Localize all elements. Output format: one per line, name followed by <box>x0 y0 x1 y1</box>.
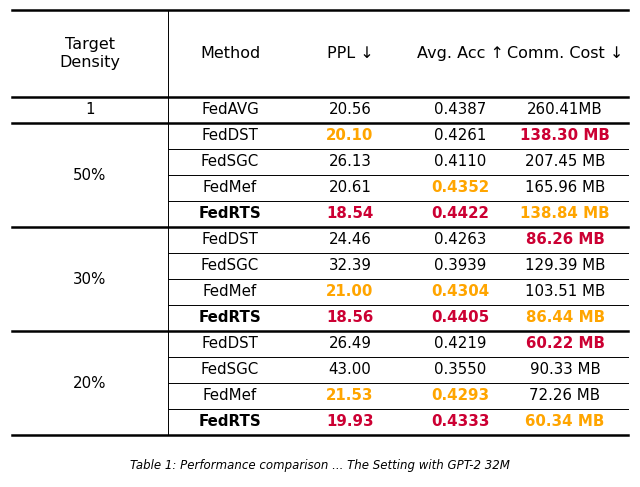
Text: 138.84 MB: 138.84 MB <box>520 206 610 222</box>
Text: 0.4219: 0.4219 <box>434 337 486 352</box>
Text: 103.51 MB: 103.51 MB <box>525 284 605 300</box>
Text: Table 1: Performance comparison ... The Setting with GPT-2 32M: Table 1: Performance comparison ... The … <box>130 458 510 471</box>
Text: 0.4263: 0.4263 <box>434 232 486 247</box>
Text: FedRTS: FedRTS <box>198 311 261 325</box>
Text: 86.44 MB: 86.44 MB <box>525 311 605 325</box>
Text: 72.26 MB: 72.26 MB <box>529 389 600 404</box>
Text: PPL ↓: PPL ↓ <box>326 46 373 61</box>
Text: Comm. Cost ↓: Comm. Cost ↓ <box>507 46 623 61</box>
Text: 0.3939: 0.3939 <box>434 259 486 274</box>
Text: 32.39: 32.39 <box>328 259 371 274</box>
Text: 0.4333: 0.4333 <box>431 414 489 430</box>
Text: FedMef: FedMef <box>203 284 257 300</box>
Text: FedDST: FedDST <box>202 232 259 247</box>
Text: 260.41MB: 260.41MB <box>527 102 603 117</box>
Text: 0.4405: 0.4405 <box>431 311 489 325</box>
Text: 138.30 MB: 138.30 MB <box>520 129 610 144</box>
Text: FedRTS: FedRTS <box>198 414 261 430</box>
Text: 0.4422: 0.4422 <box>431 206 489 222</box>
Text: 26.49: 26.49 <box>328 337 371 352</box>
Text: 1: 1 <box>85 102 95 117</box>
Text: 20.61: 20.61 <box>328 181 371 195</box>
Text: 0.4352: 0.4352 <box>431 181 489 195</box>
Text: FedAVG: FedAVG <box>201 102 259 117</box>
Text: FedSGC: FedSGC <box>201 362 259 377</box>
Text: 21.53: 21.53 <box>326 389 374 404</box>
Text: 24.46: 24.46 <box>328 232 371 247</box>
Text: 60.34 MB: 60.34 MB <box>525 414 605 430</box>
Text: FedMef: FedMef <box>203 389 257 404</box>
Text: Target
Density: Target Density <box>60 37 120 70</box>
Text: 19.93: 19.93 <box>326 414 374 430</box>
Text: 20%: 20% <box>73 375 107 391</box>
Text: 26.13: 26.13 <box>328 154 371 169</box>
Text: 165.96 MB: 165.96 MB <box>525 181 605 195</box>
Text: 0.4261: 0.4261 <box>434 129 486 144</box>
Text: 90.33 MB: 90.33 MB <box>529 362 600 377</box>
Text: FedDST: FedDST <box>202 129 259 144</box>
Text: 207.45 MB: 207.45 MB <box>525 154 605 169</box>
Text: 0.3550: 0.3550 <box>434 362 486 377</box>
Text: 0.4110: 0.4110 <box>434 154 486 169</box>
Text: FedRTS: FedRTS <box>198 206 261 222</box>
Text: 129.39 MB: 129.39 MB <box>525 259 605 274</box>
Text: Method: Method <box>200 46 260 61</box>
Text: 0.4304: 0.4304 <box>431 284 489 300</box>
Text: 60.22 MB: 60.22 MB <box>525 337 604 352</box>
Text: Avg. Acc ↑: Avg. Acc ↑ <box>417 46 504 61</box>
Text: 30%: 30% <box>74 271 107 286</box>
Text: 0.4387: 0.4387 <box>434 102 486 117</box>
Text: 21.00: 21.00 <box>326 284 374 300</box>
Text: 43.00: 43.00 <box>328 362 371 377</box>
Text: 86.26 MB: 86.26 MB <box>525 232 604 247</box>
Text: 50%: 50% <box>74 168 107 183</box>
Text: 18.56: 18.56 <box>326 311 374 325</box>
Text: 18.54: 18.54 <box>326 206 374 222</box>
Text: FedSGC: FedSGC <box>201 154 259 169</box>
Text: FedDST: FedDST <box>202 337 259 352</box>
Text: 0.4293: 0.4293 <box>431 389 489 404</box>
Text: FedSGC: FedSGC <box>201 259 259 274</box>
Text: FedMef: FedMef <box>203 181 257 195</box>
Text: 20.56: 20.56 <box>328 102 371 117</box>
Text: 20.10: 20.10 <box>326 129 374 144</box>
